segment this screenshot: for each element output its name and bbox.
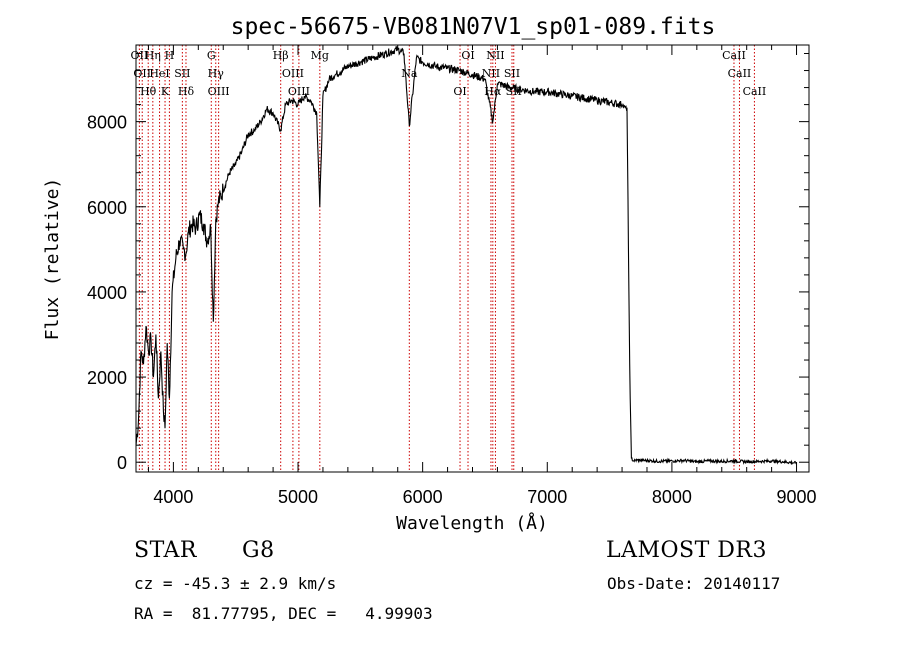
y-tick-label: 4000 (87, 283, 127, 303)
line-label-sii: SII (174, 67, 190, 80)
redshift-value: cz = -45.3 ± 2.9 km/s (134, 574, 337, 593)
line-label-oiii: OIII (288, 85, 310, 98)
line-label-oi: OI (461, 49, 474, 62)
plot-frame (135, 44, 810, 473)
line-label-mg: Mg (311, 49, 329, 62)
spectral-line-labels: OIIOIIHθHηHeIKHSIIHδGHγOIIIHβOIIIOIIIMgN… (131, 49, 767, 98)
survey-name: LAMOST DR3 (606, 538, 767, 563)
spectral-line-markers (138, 45, 755, 472)
y-tick-label: 2000 (87, 368, 127, 388)
x-axis-ticks: 4000 5000 6000 7000 8000 9000 (147, 45, 817, 507)
x-tick-label: 6000 (403, 487, 443, 507)
line-label-k: K (161, 85, 170, 98)
line-label-g: G (207, 49, 216, 62)
line-label-sii: SII (504, 67, 520, 80)
line-label-hδ: Hδ (178, 85, 195, 98)
line-label-hθ: Hθ (140, 85, 157, 98)
y-axis-ticks: 0 2000 4000 6000 8000 (87, 53, 809, 473)
y-tick-label: 8000 (87, 113, 127, 133)
line-label-nii: NII (486, 49, 504, 62)
line-label-hβ: Hβ (273, 49, 289, 62)
x-axis-label: Wavelength (Å) (396, 512, 548, 534)
y-tick-label: 6000 (87, 198, 127, 218)
x-tick-label: 7000 (527, 487, 567, 507)
line-label-oiii: OIII (282, 67, 304, 80)
line-label-hei: HeI (149, 67, 169, 80)
x-tick-label: 9000 (777, 487, 817, 507)
x-tick-label: 4000 (153, 487, 193, 507)
x-tick-label: 5000 (278, 487, 318, 507)
y-tick-label: 0 (117, 453, 127, 473)
x-tick-label: 8000 (652, 487, 692, 507)
line-label-oii: OII (131, 49, 149, 62)
object-subclass: G8 (242, 538, 275, 563)
line-label-caii: CaII (722, 49, 746, 62)
line-label-h: H (165, 49, 175, 62)
line-label-caii: CaII (743, 85, 767, 98)
line-label-oiii: OIII (208, 85, 230, 98)
coordinates: RA = 81.77795, DEC = 4.99903 (134, 604, 433, 623)
y-axis-label: Flux (relative) (42, 178, 63, 341)
line-label-caii: CaII (728, 67, 752, 80)
line-label-hγ: Hγ (208, 67, 225, 80)
observation-date: Obs-Date: 20140117 (607, 574, 781, 593)
flux-series-line (135, 46, 797, 466)
object-class: STAR (134, 538, 197, 563)
line-label-nii: NII (482, 67, 500, 80)
line-label-hη: Hη (145, 49, 161, 62)
chart-title: spec-56675-VB081N07V1_sp01-089.fits (231, 14, 716, 40)
line-label-oi: OI (453, 85, 466, 98)
